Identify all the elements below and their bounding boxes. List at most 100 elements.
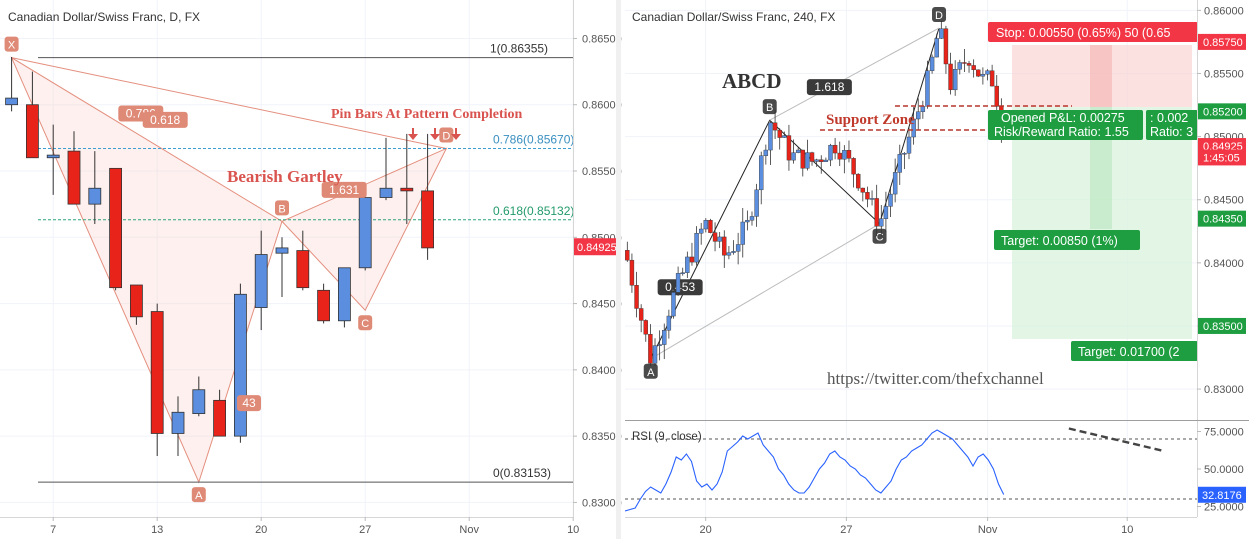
stop-label: Stop: 0.00550 (0.65%) 50 (0.65	[996, 26, 1170, 40]
stop-zone-inner	[1090, 45, 1112, 107]
h4-candle-body	[638, 308, 644, 321]
h4-candle-body	[892, 172, 898, 195]
daily-candle	[46, 124, 60, 195]
daily-y-tick-label: 0.86000	[582, 100, 622, 112]
daily-candle	[254, 230, 268, 331]
daily-candle	[5, 57, 18, 112]
h4-candle-body	[856, 173, 861, 189]
h4-candle-body	[916, 111, 921, 120]
h4-candle-body	[749, 216, 755, 221]
h4-candle	[943, 25, 949, 74]
h4-candle	[629, 253, 635, 293]
h4-price-badge	[1198, 33, 1246, 50]
gartley-point-label: X	[8, 40, 16, 52]
h4-candle-body	[865, 192, 870, 200]
abcd-point-badge	[762, 99, 777, 115]
h4-candle	[860, 187, 866, 202]
h4-candle	[832, 137, 838, 160]
h4-candle	[689, 242, 695, 266]
daily-candle	[67, 131, 81, 205]
h4-candle	[662, 323, 667, 360]
h4-candle	[791, 139, 796, 164]
rsi-y-tick-label: 25.0000	[1204, 502, 1244, 514]
h4-candle-body	[906, 136, 912, 154]
opened-pl-label-2: : 0.002	[1150, 111, 1188, 125]
h4-candle-body	[675, 273, 681, 293]
daily-candle-body	[88, 187, 102, 205]
daily-candle	[337, 267, 351, 328]
h4-candle	[749, 211, 755, 226]
rsi-bands	[625, 438, 1197, 500]
gartley-ratio-badge	[321, 181, 367, 198]
fib-level-label: 0(0.83153)	[493, 466, 551, 480]
daily-candle-body	[129, 284, 143, 318]
rsi-value-badge	[1198, 486, 1246, 503]
h4-candle-body	[731, 251, 736, 253]
abcd-ratio: 1.618	[806, 79, 852, 96]
h4-candle-body	[819, 159, 824, 162]
abcd-point-label: A	[647, 367, 655, 379]
h4-candle	[717, 232, 722, 249]
h4-candle	[726, 245, 732, 260]
gartley-point-label: C	[361, 318, 369, 330]
h4-candle	[698, 222, 704, 245]
h4-candle-body	[786, 135, 792, 161]
h4-price-text: 0.85200	[1203, 106, 1243, 118]
h4-candle	[731, 240, 736, 255]
rsi-pane: RSI (9, close) 75.0000 50.0000 25.0000 32.…	[625, 427, 1246, 514]
daily-y-tick-label: 0.83500	[582, 431, 622, 443]
h4-candle-body	[980, 74, 986, 77]
h4-candle-body	[934, 38, 939, 58]
h4-candle	[828, 143, 833, 167]
h4-candle	[939, 20, 944, 39]
h4-candle	[985, 69, 990, 81]
daily-candle	[275, 237, 289, 297]
gartley-ratio-label: 1.631	[329, 183, 359, 197]
h4-candle-body	[869, 198, 875, 200]
h4-candle	[906, 127, 912, 160]
daily-price-badge	[574, 238, 618, 256]
daily-candle	[171, 396, 185, 457]
daily-candle-body	[213, 399, 227, 437]
h4-x-axis: 20 27 Nov 10	[700, 517, 1133, 536]
h4-candle-body	[689, 256, 695, 263]
gartley-point-labels: X A B C D	[4, 36, 454, 503]
daily-candle-body	[5, 97, 18, 106]
daily-candle	[296, 230, 310, 291]
h4-candle-body	[879, 218, 884, 227]
h4-candle	[976, 69, 981, 78]
daily-x-tick-label: 27	[359, 524, 371, 536]
daily-candle-body	[109, 167, 122, 289]
daily-price-text: 0.84925	[577, 242, 617, 254]
pin-bars-label: Pin Bars At Pattern Completion	[331, 107, 523, 122]
h4-candle-body	[652, 345, 658, 364]
daily-y-tick-label: 0.84500	[582, 299, 622, 311]
h4-candle	[916, 98, 921, 130]
daily-candle	[421, 133, 435, 260]
daily-candle-body	[171, 411, 185, 434]
opened-pl-label: Opened P&L: 0.00275	[1001, 111, 1125, 125]
gartley-point-c: C	[358, 315, 373, 331]
abcd-point-a: A	[643, 363, 658, 379]
abcd-point-d: D	[932, 7, 947, 23]
h4-candle-body	[851, 158, 856, 175]
h4-candle-body	[657, 344, 662, 346]
h4-y-tick-label: 0.84500	[1204, 195, 1244, 207]
watermark-url: https://twitter.com/thefxchannel	[827, 369, 1044, 388]
h4-candle	[989, 64, 995, 87]
fib-level-label: 0.618(0.85132)	[493, 204, 574, 218]
h4-x-tick-label: 20	[700, 524, 712, 536]
h4-candle-body	[957, 62, 962, 70]
h4-candle-body	[759, 155, 764, 191]
gartley-point-x: X	[4, 36, 19, 52]
rsi-y-tick-label: 75.0000	[1204, 427, 1244, 439]
h4-candle-body	[994, 85, 999, 107]
daily-x-tick-label: 10	[567, 524, 579, 536]
daily-candle	[109, 167, 122, 291]
h4-candle-body	[726, 252, 732, 256]
h4-candle-body	[874, 198, 879, 227]
h4-candle-body	[828, 144, 833, 161]
h4-candle	[902, 152, 907, 170]
